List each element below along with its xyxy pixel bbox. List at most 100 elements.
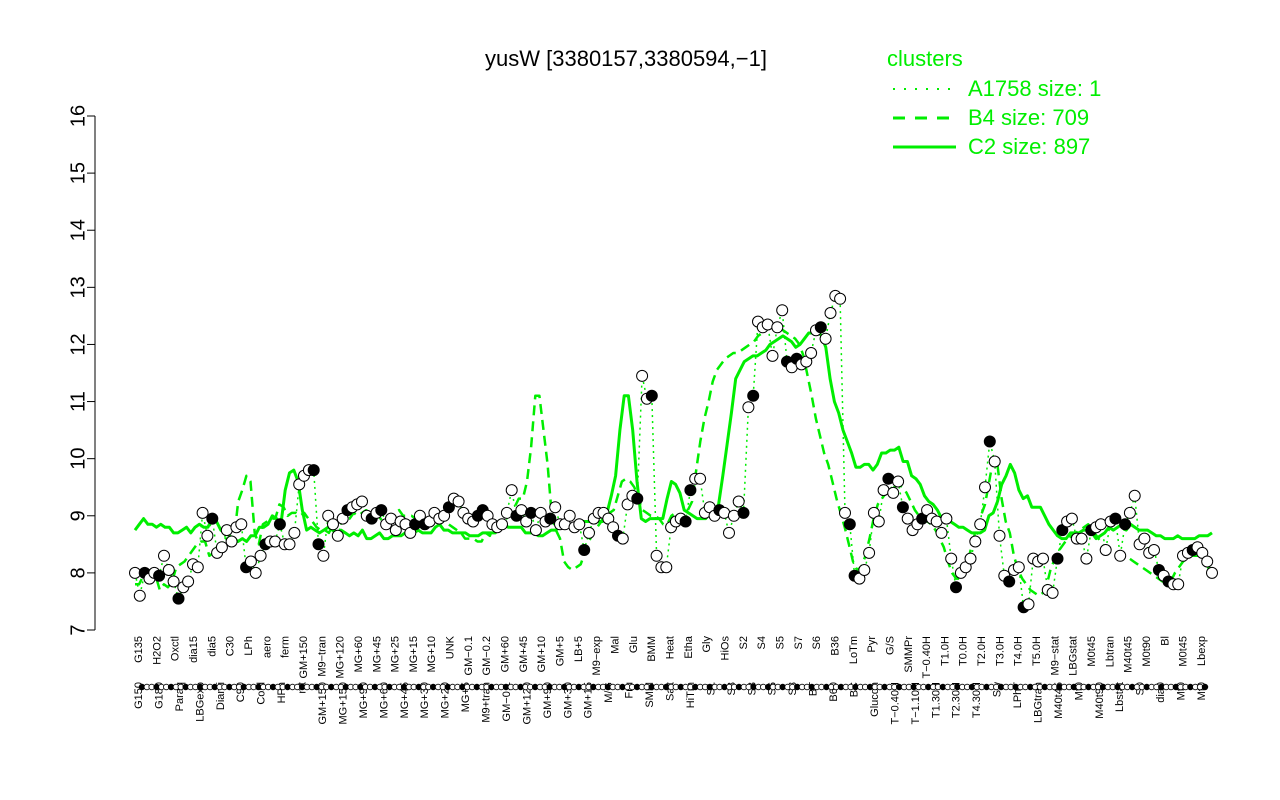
- x-label-top: GM−0.1: [463, 636, 475, 675]
- data-point: [505, 484, 518, 497]
- data-point: [1172, 578, 1185, 591]
- x-label-top: aero: [261, 636, 273, 658]
- data-point: [892, 475, 905, 488]
- data-point: [162, 564, 175, 576]
- data-point: [182, 575, 195, 588]
- series-line-solid: [133, 328, 1213, 543]
- data-point: [974, 518, 987, 531]
- data-point: [814, 321, 827, 334]
- data-point: [1022, 598, 1035, 611]
- x-label-top: HiOs: [719, 636, 731, 661]
- data-point: [993, 529, 1006, 542]
- data-point: [191, 561, 204, 574]
- y-tick-label: 10: [67, 448, 89, 470]
- x-label-top: LBGstat: [1068, 636, 1080, 676]
- x-label-bottom: M40t45: [1053, 682, 1065, 719]
- data-point: [843, 518, 856, 531]
- x-label-bottom: T−1.10H: [910, 682, 922, 725]
- x-label-top: Oxctl: [170, 636, 182, 661]
- data-point: [684, 484, 697, 497]
- x-label-top: MG+120: [335, 636, 347, 679]
- x-label-top: dia5: [206, 636, 218, 657]
- x-label-top: dia15: [188, 636, 200, 663]
- x-label-top: LPh: [243, 636, 255, 656]
- data-point: [645, 389, 658, 402]
- data-point: [235, 518, 248, 531]
- x-label-bottom: MG+30: [419, 682, 431, 718]
- x-label-top: ferm: [280, 636, 292, 658]
- x-label-top: T−0.40H: [921, 636, 933, 679]
- data-point: [737, 506, 750, 519]
- data-point: [249, 566, 262, 579]
- data-point: [1148, 544, 1160, 556]
- x-label-top: Pyr: [866, 636, 878, 653]
- data-point: [563, 509, 576, 522]
- x-label-top: M40t45: [1123, 636, 1135, 673]
- data-point: [1037, 552, 1049, 565]
- data-point: [133, 589, 146, 602]
- x-label-top: S5: [774, 636, 786, 649]
- data-point: [196, 506, 209, 519]
- data-point: [1099, 544, 1112, 556]
- data-point: [1109, 512, 1122, 525]
- x-label-top: Lbtran: [1104, 636, 1116, 667]
- series-lines: [133, 295, 1214, 608]
- x-label-top: H2O2: [151, 636, 163, 665]
- series-line-dotted: [134, 295, 1213, 608]
- data-point: [172, 592, 185, 605]
- data-point: [1075, 532, 1088, 545]
- x-label-top: MG+25: [390, 636, 402, 672]
- data-point: [1114, 549, 1127, 562]
- data-point: [544, 512, 557, 525]
- data-point: [969, 535, 982, 548]
- data-point: [496, 518, 508, 531]
- x-axis-labels: G135 H2O2 Oxctl dia15 dia5 C30 LPh aero ferm GM+1…: [133, 635, 1209, 725]
- x-label-top: Glu: [628, 636, 640, 653]
- data-point: [694, 472, 707, 485]
- data-point: [723, 526, 735, 539]
- data-point: [950, 581, 962, 594]
- data-point: [858, 564, 871, 576]
- x-label-bottom: GM+15: [583, 682, 595, 718]
- x-label-bottom: Glucon: [869, 682, 881, 717]
- data-point: [225, 535, 238, 548]
- x-label-top: Lbexp: [1196, 636, 1208, 666]
- data-point: [776, 304, 789, 317]
- data-point: [1003, 575, 1016, 588]
- condition-marker: [1201, 683, 1209, 691]
- data-point: [805, 347, 818, 359]
- x-label-top: GM+10: [536, 636, 548, 672]
- data-point: [583, 526, 595, 539]
- data-point: [578, 544, 591, 556]
- x-label-top: G135: [133, 636, 145, 663]
- data-point: [1051, 552, 1064, 565]
- x-label-bottom: MG+90: [358, 682, 370, 718]
- x-label-top: GM−0.2: [481, 636, 493, 675]
- chart-title: yusW [3380157,3380594,−1]: [485, 46, 767, 71]
- data-point: [1012, 561, 1025, 574]
- y-tick-label: 8: [67, 567, 89, 578]
- data-point: [153, 569, 166, 582]
- x-label-bottom: MG+20: [440, 682, 452, 718]
- data-point: [317, 549, 330, 562]
- x-label-bottom: GM+30: [562, 682, 574, 718]
- data-point: [650, 549, 663, 562]
- data-point: [771, 321, 784, 334]
- x-label-top: T1.0H: [939, 636, 951, 666]
- x-label-top: MG+60: [353, 636, 365, 672]
- x-label-bottom: GM+90: [542, 682, 554, 718]
- series-line-dashed: [135, 326, 1214, 597]
- x-label-top: UNK: [445, 635, 457, 659]
- data-point: [872, 515, 885, 528]
- data-point: [1123, 506, 1136, 519]
- data-point: [945, 552, 958, 565]
- data-point: [1080, 552, 1093, 565]
- data-point: [244, 555, 257, 568]
- data-point: [312, 538, 325, 551]
- data-point: [158, 549, 170, 562]
- data-point: [679, 515, 692, 528]
- x-label-top: M0t45: [1086, 636, 1098, 667]
- data-point: [766, 349, 779, 362]
- x-label-top: T4.0H: [1013, 636, 1025, 666]
